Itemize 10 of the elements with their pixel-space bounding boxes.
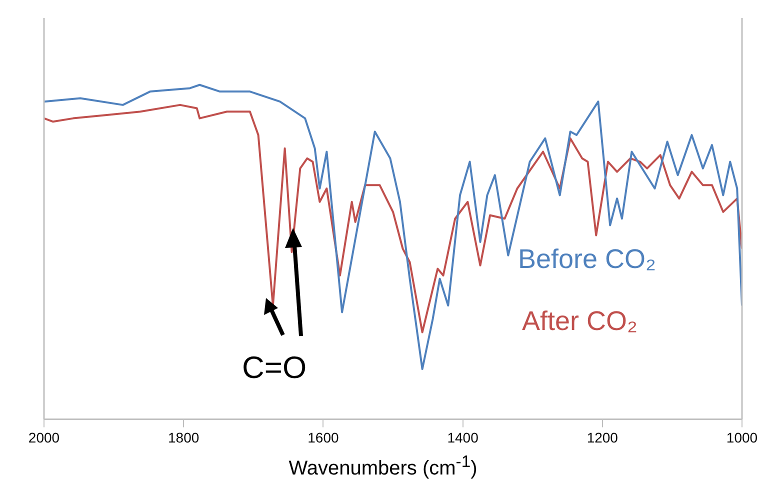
x-tick-label: 2000 bbox=[28, 429, 60, 446]
text: After CO₂ bbox=[522, 306, 638, 337]
x-tick-label: 1800 bbox=[168, 429, 200, 446]
annotation: C=O bbox=[242, 350, 307, 386]
x-tick-label: 1200 bbox=[586, 429, 618, 446]
x-tick-label: 1000 bbox=[726, 429, 758, 446]
x-axis-title: Wavenumbers (cm$^{-1}$) bbox=[288, 452, 478, 481]
x-tick-label: 1400 bbox=[447, 429, 479, 446]
x-tick-label: 1600 bbox=[308, 429, 339, 446]
series-label: Before CO₂ bbox=[518, 244, 656, 275]
